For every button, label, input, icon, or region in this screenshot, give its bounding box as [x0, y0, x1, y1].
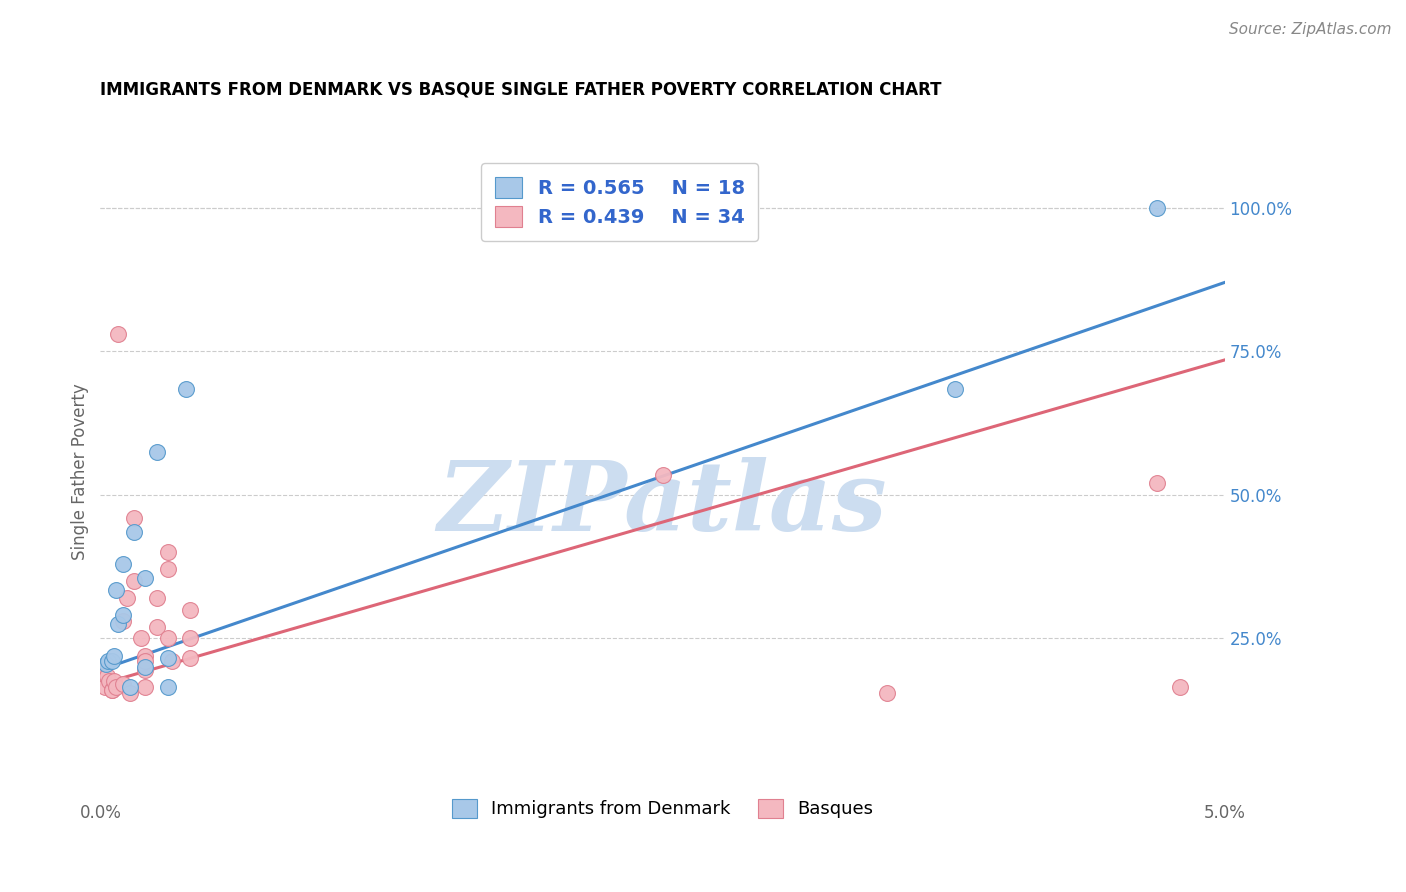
Point: [134, 648, 156, 663]
Point: [651, 467, 673, 482]
Point: [156, 632, 179, 646]
Point: [90, 663, 112, 677]
Point: [111, 677, 134, 691]
Legend: Immigrants from Denmark, Basques: Immigrants from Denmark, Basques: [440, 788, 884, 830]
Point: [134, 571, 156, 585]
Point: [103, 648, 125, 663]
Point: [145, 591, 167, 606]
Point: [100, 654, 122, 668]
Point: [118, 686, 141, 700]
Point: [91, 668, 114, 682]
Point: [129, 632, 152, 646]
Y-axis label: Single Father Poverty: Single Father Poverty: [72, 384, 89, 560]
Point: [107, 617, 129, 632]
Point: [1168, 680, 1191, 694]
Point: [943, 382, 966, 396]
Text: ZIPatlas: ZIPatlas: [437, 457, 887, 551]
Point: [162, 654, 184, 668]
Point: [1146, 476, 1168, 491]
Text: Source: ZipAtlas.com: Source: ZipAtlas.com: [1229, 22, 1392, 37]
Point: [100, 683, 122, 698]
Point: [122, 574, 145, 588]
Point: [156, 680, 179, 694]
Point: [179, 632, 201, 646]
Point: [122, 525, 145, 540]
Point: [179, 602, 201, 616]
Point: [105, 680, 128, 694]
Point: [118, 680, 141, 694]
Point: [179, 651, 201, 665]
Point: [145, 620, 167, 634]
Point: [107, 327, 129, 342]
Point: [98, 674, 121, 689]
Point: [94, 680, 117, 694]
Point: [145, 444, 167, 458]
Point: [134, 680, 156, 694]
Point: [876, 686, 898, 700]
Point: [97, 654, 120, 668]
Point: [94, 657, 117, 672]
Point: [174, 382, 197, 396]
Point: [117, 591, 139, 606]
Point: [105, 582, 128, 597]
Point: [96, 668, 118, 682]
Point: [111, 614, 134, 628]
Point: [111, 608, 134, 623]
Text: IMMIGRANTS FROM DENMARK VS BASQUE SINGLE FATHER POVERTY CORRELATION CHART: IMMIGRANTS FROM DENMARK VS BASQUE SINGLE…: [100, 81, 942, 99]
Point: [134, 660, 156, 674]
Point: [103, 674, 125, 689]
Point: [111, 557, 134, 571]
Point: [134, 663, 156, 677]
Point: [156, 651, 179, 665]
Point: [156, 545, 179, 559]
Point: [122, 510, 145, 524]
Point: [156, 562, 179, 576]
Point: [134, 654, 156, 668]
Point: [100, 683, 122, 698]
Point: [1146, 201, 1168, 215]
